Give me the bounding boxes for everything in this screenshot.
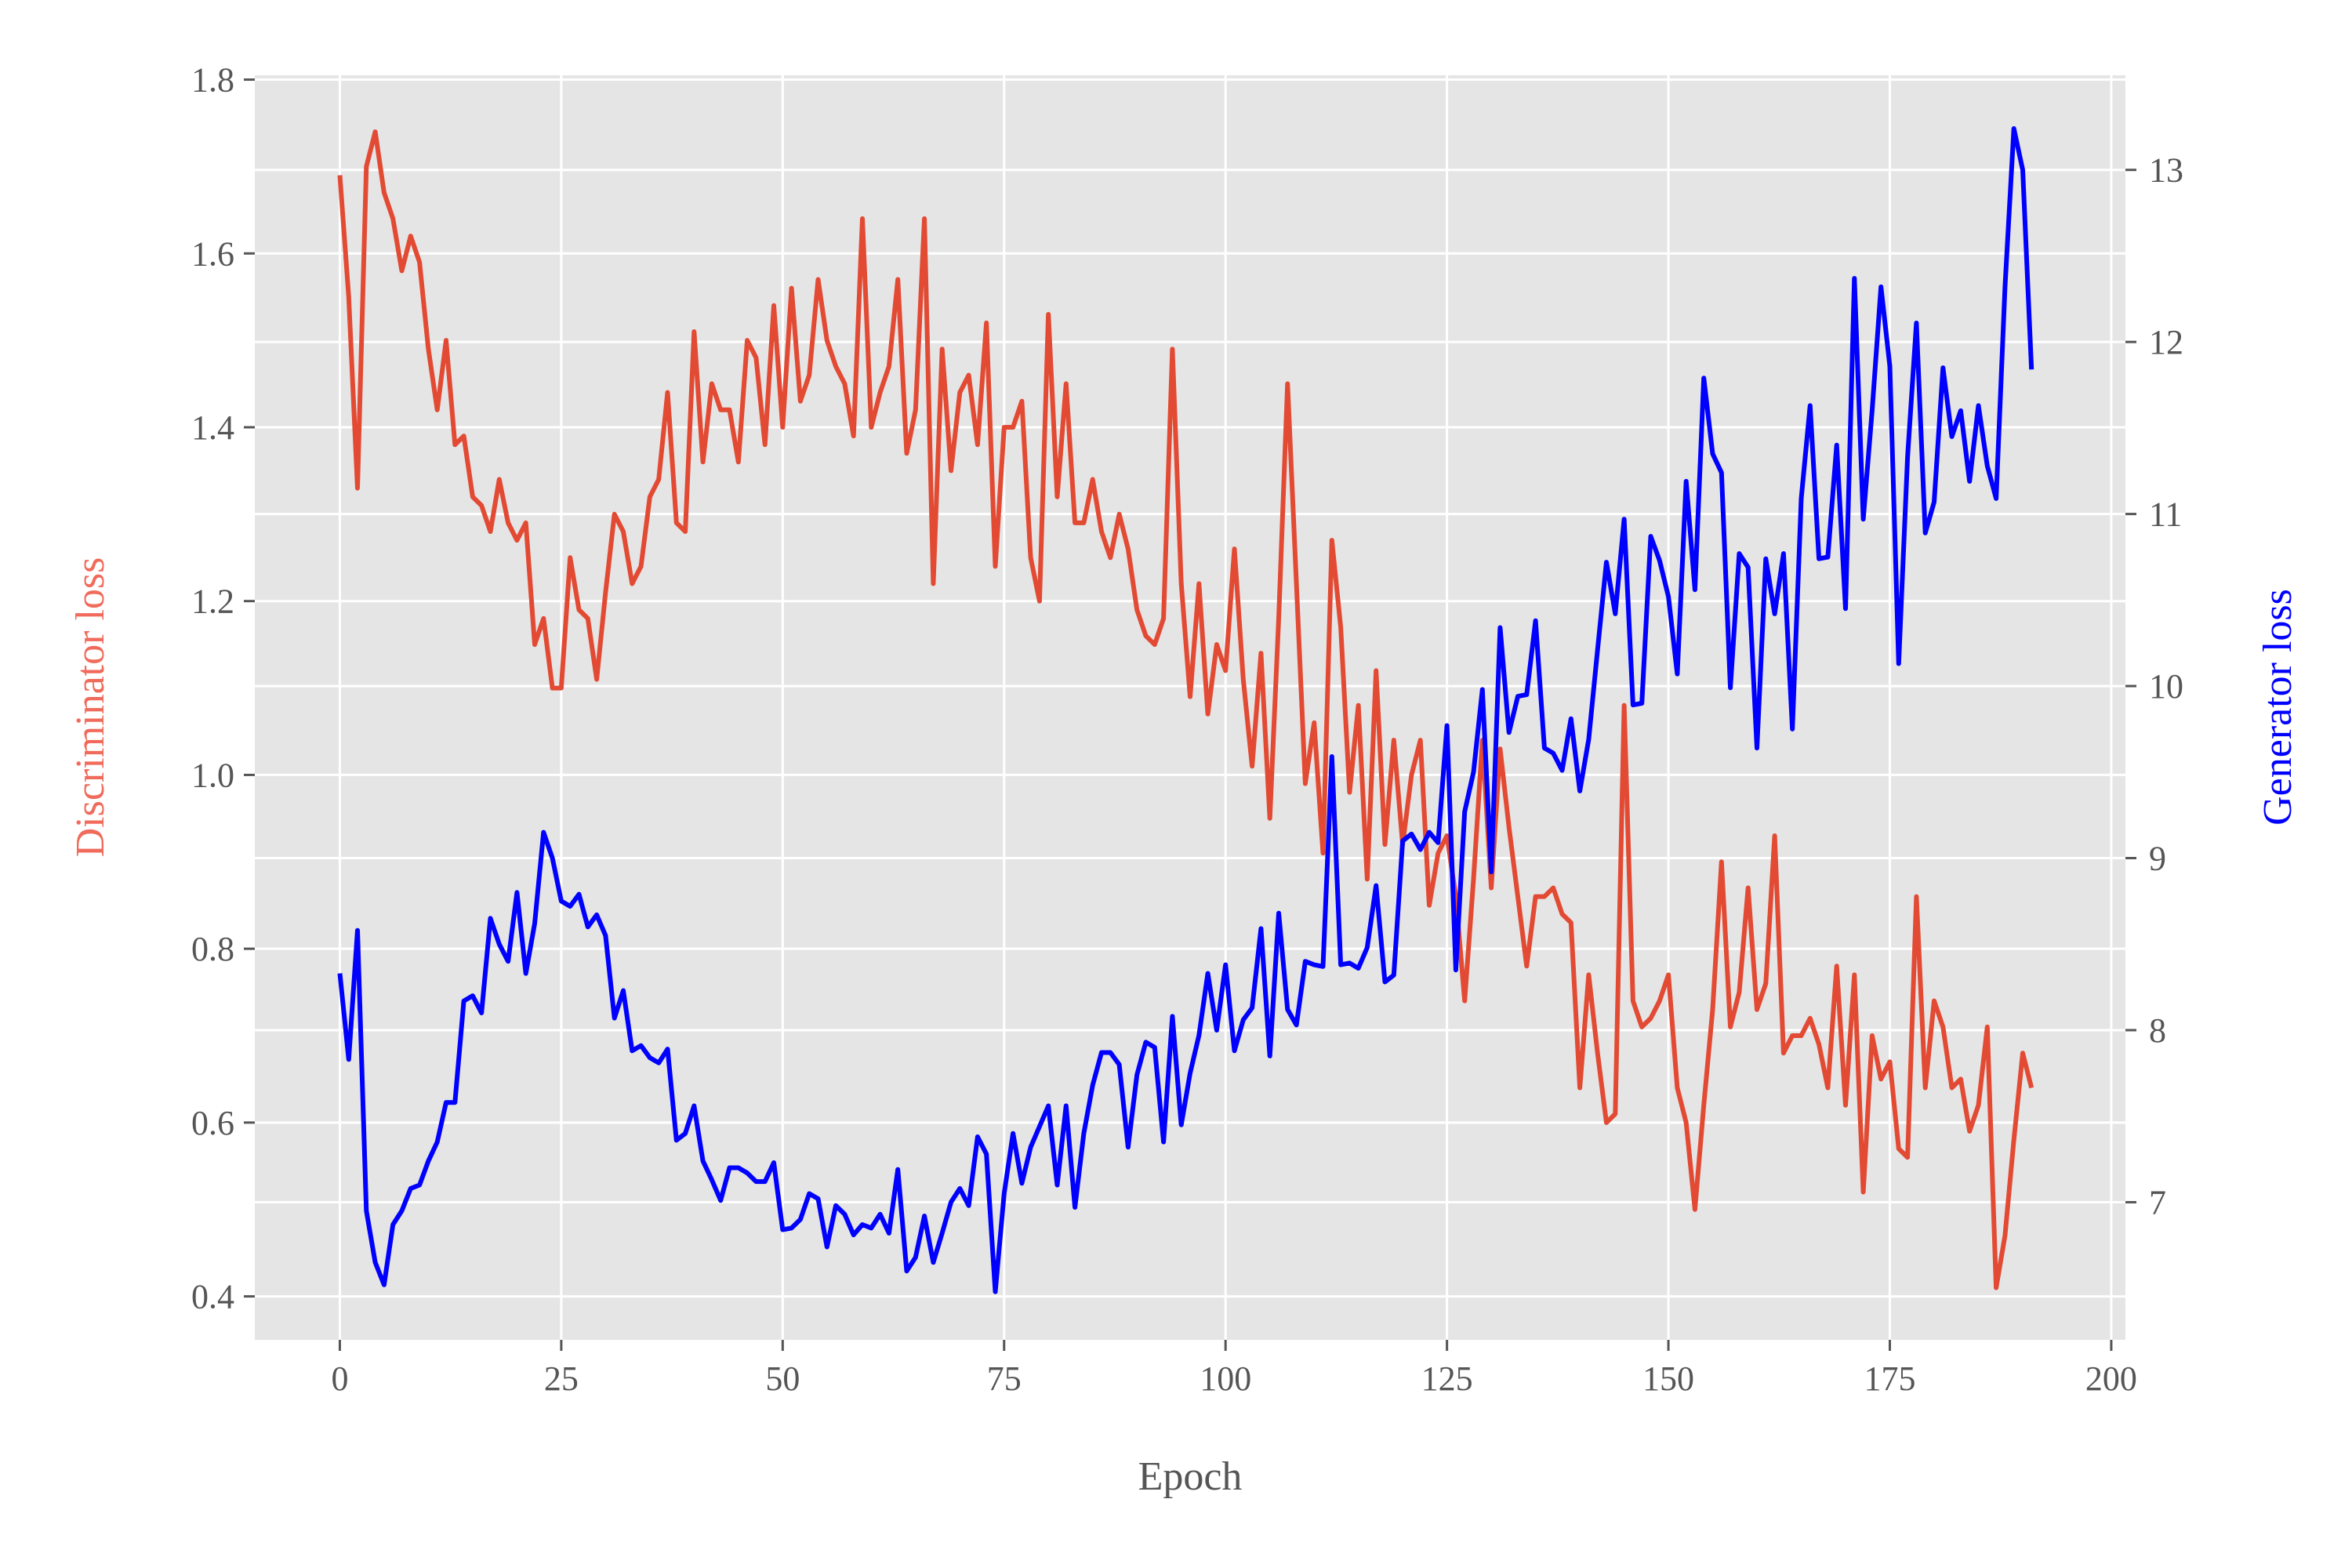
x-tick-label: 100	[1200, 1359, 1251, 1398]
x-tick-label: 200	[2085, 1359, 2137, 1398]
y-tick-label: 1.8	[191, 61, 234, 100]
y-tick-label: 0.8	[191, 930, 234, 968]
x-tick-label: 150	[1642, 1359, 1694, 1398]
x-tick-label: 125	[1421, 1359, 1473, 1398]
y-tick-label: 1.2	[191, 583, 234, 621]
y2-tick-label: 9	[2149, 840, 2166, 878]
y2-tick-label: 8	[2149, 1011, 2166, 1050]
y-axis-left-label: Discriminator loss	[68, 557, 113, 858]
x-tick-label: 25	[544, 1359, 579, 1398]
plot-background	[255, 75, 2125, 1340]
x-tick-label: 75	[987, 1359, 1022, 1398]
y-axis-left: 0.4 0.6 0.8 1.0 1.2 1.4 1.6 1.8	[191, 61, 255, 1316]
y-tick-label: 1.0	[191, 756, 234, 794]
y2-tick-label: 10	[2149, 667, 2183, 706]
y-axis-right: 7 8 9 10 11 12 13	[2125, 151, 2183, 1221]
y2-tick-label: 7	[2149, 1183, 2166, 1221]
x-tick-label: 0	[331, 1359, 348, 1398]
grid-lines	[255, 75, 2125, 1340]
generator-loss-line	[337, 126, 2034, 1294]
x-axis-label: Epoch	[1138, 1454, 1243, 1499]
y2-tick-label: 11	[2149, 495, 2182, 534]
y-tick-label: 0.4	[191, 1278, 234, 1316]
x-tick-label: 50	[765, 1359, 800, 1398]
y-axis-right-label: Generator loss	[2256, 589, 2300, 826]
x-axis: 0 25 50 75 100 125 150 175 200	[331, 1340, 2137, 1398]
y2-tick-label: 12	[2149, 323, 2183, 361]
y-tick-label: 0.6	[191, 1104, 234, 1142]
y-tick-label: 1.4	[191, 408, 234, 447]
discriminator-loss-line	[337, 129, 2034, 1290]
y2-tick-label: 13	[2149, 151, 2183, 190]
x-tick-label: 175	[1864, 1359, 1915, 1398]
series-layer	[337, 126, 2034, 1294]
y-tick-label: 1.6	[191, 234, 234, 273]
